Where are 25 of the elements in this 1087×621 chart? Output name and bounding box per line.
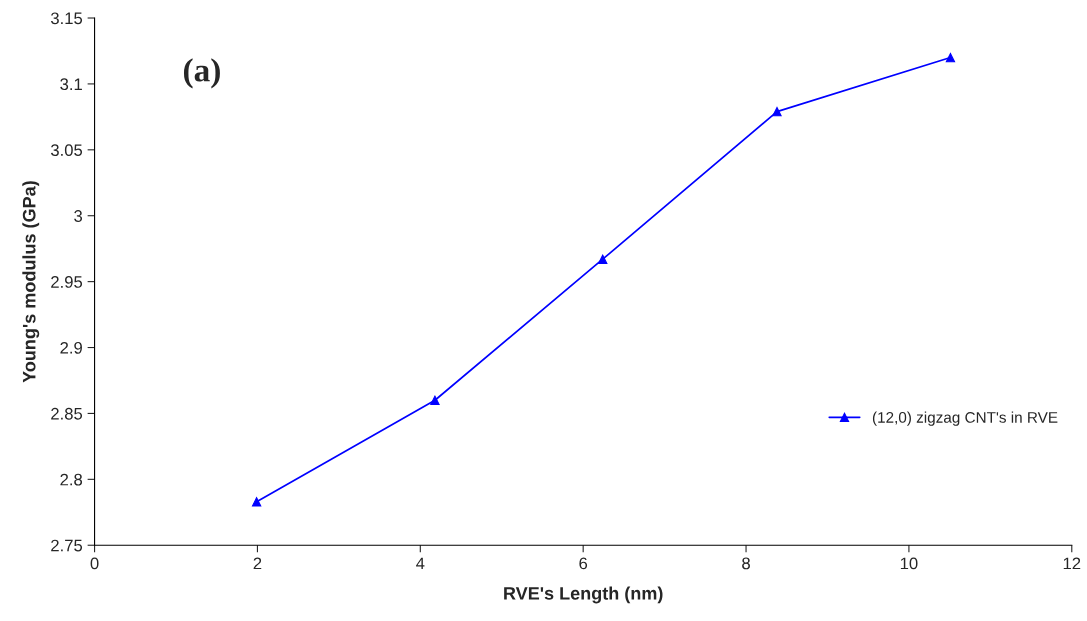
y-tick-label: 3.15 <box>50 12 83 25</box>
x-tick-label: 2 <box>253 557 262 570</box>
y-tick-label: 2.9 <box>60 341 82 354</box>
legend-label: (12,0) zigzag CNT's in RVE <box>872 411 1058 426</box>
point <box>598 254 608 264</box>
y-tick-label: 3 <box>74 210 83 222</box>
y-axis-title: Young's modulus (GPa) <box>22 181 40 383</box>
y-tick-label: 2.85 <box>51 407 83 420</box>
y-tick-label: 2.95 <box>51 276 83 288</box>
point <box>772 106 782 117</box>
x-tick-label: 10 <box>900 557 918 570</box>
point <box>945 52 956 63</box>
y-tick-label: 3.1 <box>60 78 82 91</box>
y-tick-label: 3.05 <box>50 144 83 157</box>
x-tick-label: 12 <box>1063 557 1081 570</box>
x-tick-label: 6 <box>579 557 588 570</box>
y-tick-label: 2.8 <box>60 473 83 486</box>
x-tick-label: 4 <box>416 557 425 570</box>
point <box>251 497 262 507</box>
annotation: (a) <box>183 58 220 89</box>
x-axis-title: RVE's Length (nm) <box>504 586 663 604</box>
y-tick-label: 2.75 <box>51 539 83 552</box>
x-tick-label: 0 <box>90 557 99 570</box>
point <box>430 395 440 405</box>
x-tick-label: 8 <box>742 557 750 570</box>
